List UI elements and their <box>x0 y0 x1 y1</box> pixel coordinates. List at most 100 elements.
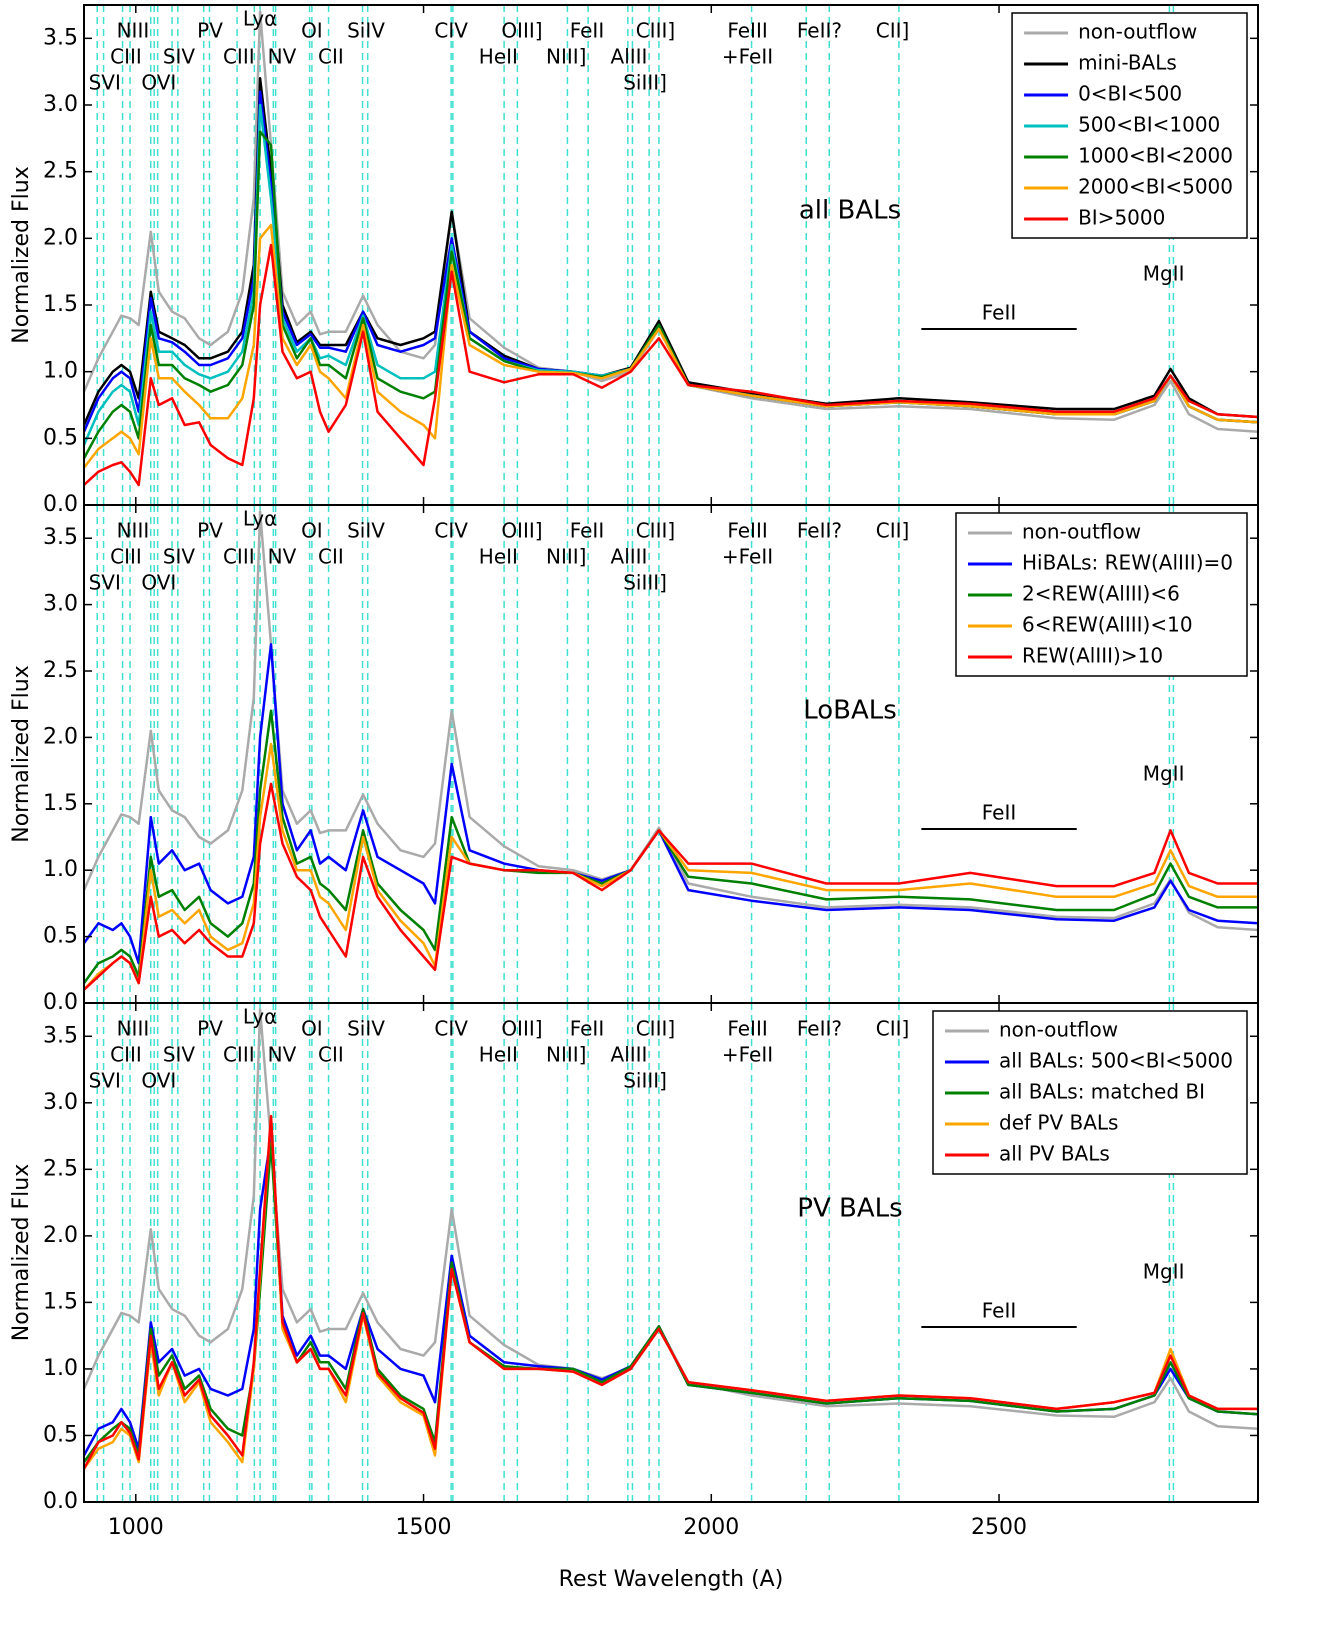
emission-label: NIII] <box>546 1043 586 1067</box>
y-tick-label: 1.5 <box>43 791 78 816</box>
emission-label: FeII? <box>797 1017 842 1041</box>
feii-band-label: FeII <box>982 301 1017 325</box>
emission-label: CIV <box>434 19 468 43</box>
legend-label: HiBALs: REW(AlIII)=0 <box>1022 551 1233 575</box>
legend-label: non-outflow <box>1078 20 1197 44</box>
legend: non-outflow all BALs: 500<BI<5000 all BALs… <box>932 1010 1248 1175</box>
plot-area <box>84 5 1258 505</box>
emission-label: MgII <box>1143 762 1185 786</box>
legend-label: all PV BALs <box>999 1142 1110 1166</box>
emission-label: NIII <box>117 519 150 543</box>
emission-label: PV <box>197 1017 223 1041</box>
y-tick-label: 3.5 <box>43 1023 78 1048</box>
spectrum-line <box>84 782 1258 991</box>
emission-label: Lyα <box>243 1005 277 1029</box>
legend-label: 0<BI<500 <box>1078 82 1182 106</box>
emission-label: FeIII <box>727 519 767 543</box>
legend-label: non-outflow <box>1022 520 1141 544</box>
emission-label: OIII] <box>501 19 542 43</box>
emission-label: SiIII] <box>623 1069 667 1093</box>
x-tick-label: 2500 <box>971 1515 1027 1540</box>
emission-label: FeIII <box>727 19 767 43</box>
plot-area <box>84 1003 1258 1502</box>
y-tick-label: 3.5 <box>43 25 78 50</box>
emission-label: CIV <box>434 519 468 543</box>
emission-label: CII] <box>876 19 910 43</box>
legend-label: 500<BI<1000 <box>1078 113 1220 137</box>
x-tick-label: 2000 <box>683 1515 739 1540</box>
y-tick-label: 1.0 <box>43 857 78 882</box>
emission-label: HeII <box>479 1043 518 1067</box>
emission-label: Lyα <box>243 507 277 531</box>
x-axis-label: Rest Wavelength (A) <box>559 1567 784 1592</box>
emission-label: NV <box>268 45 297 69</box>
emission-label: OVI <box>141 1069 176 1093</box>
emission-label: +FeII <box>722 45 773 69</box>
emission-label: FeII? <box>797 19 842 43</box>
emission-label: CIII] <box>636 1017 675 1041</box>
emission-label: PV <box>197 19 223 43</box>
y-tick-label: 2.5 <box>43 159 78 184</box>
legend-label: 2000<BI<5000 <box>1078 175 1233 199</box>
emission-label: AlIII <box>611 545 648 569</box>
panel-annotation: LoBALs <box>803 696 897 726</box>
y-tick-label: 0.5 <box>43 425 78 450</box>
y-tick-label: 2.0 <box>43 724 78 749</box>
y-tick-label: 3.5 <box>43 525 78 550</box>
feii-band-label: FeII <box>982 1299 1017 1323</box>
emission-label: CII] <box>876 519 910 543</box>
y-tick-label: 3.0 <box>43 92 78 117</box>
emission-label: FeII <box>570 19 605 43</box>
emission-label: CIII <box>110 45 142 69</box>
spectrum-line <box>84 510 1258 932</box>
emission-label: +FeII <box>722 545 773 569</box>
emission-label: SiIV <box>347 1017 385 1041</box>
x-tick-label: 1500 <box>396 1515 452 1540</box>
emission-label: SiIV <box>347 519 385 543</box>
y-tick-label: 2.5 <box>43 658 78 683</box>
emission-label: CII <box>318 545 344 569</box>
emission-label: CII] <box>876 1017 910 1041</box>
emission-label: NIII <box>117 1017 150 1041</box>
y-tick-label: 2.0 <box>43 225 78 250</box>
y-tick-label: 3.0 <box>43 592 78 617</box>
y-tick-label: 0.0 <box>43 990 78 1015</box>
y-tick-label: 2.0 <box>43 1223 78 1248</box>
spectrum-line <box>84 243 1258 487</box>
plot-area <box>84 505 1258 1003</box>
emission-label: SIV <box>163 545 196 569</box>
spectrum-line <box>84 643 1258 965</box>
spectrum-line <box>84 1114 1258 1470</box>
y-tick-label: 1.5 <box>43 292 78 317</box>
spectrum-line <box>84 1008 1258 1431</box>
y-tick-label: 3.0 <box>43 1090 78 1115</box>
spectrum-line <box>84 709 1258 984</box>
emission-label: FeII <box>570 1017 605 1041</box>
legend-label: 2<REW(AlIII)<6 <box>1022 582 1180 606</box>
spectrum-line <box>84 77 1258 426</box>
y-tick-label: 0.0 <box>43 492 78 517</box>
panel-annotation: PV BALs <box>797 1194 902 1224</box>
feii-band-label: FeII <box>982 801 1017 825</box>
emission-label: CIII <box>223 545 255 569</box>
emission-label: MgII <box>1143 262 1185 286</box>
y-axis-label: Normalized Flux <box>9 166 34 343</box>
y-tick-label: 2.5 <box>43 1156 78 1181</box>
y-tick-label: 0.5 <box>43 924 78 949</box>
legend: non-outflow HiBALs: REW(AlIII)=0 2<REW(AlI… <box>955 512 1248 677</box>
y-tick-label: 0.5 <box>43 1422 78 1447</box>
emission-label: Lyα <box>243 7 277 31</box>
emission-label: CIV <box>434 1017 468 1041</box>
y-tick-label: 0.0 <box>43 1489 78 1514</box>
emission-label: OI <box>301 1017 323 1041</box>
emission-label: CIII] <box>636 19 675 43</box>
axes-frame <box>83 1002 1259 1503</box>
emission-label: OIII] <box>501 519 542 543</box>
legend-label: all BALs: matched BI <box>999 1080 1205 1104</box>
x-tick-label: 1000 <box>108 1515 164 1540</box>
emission-label: NIII <box>117 19 150 43</box>
emission-label: SVI <box>89 1069 121 1093</box>
emission-label: SiIII] <box>623 571 667 595</box>
spectrum-line <box>84 223 1258 469</box>
